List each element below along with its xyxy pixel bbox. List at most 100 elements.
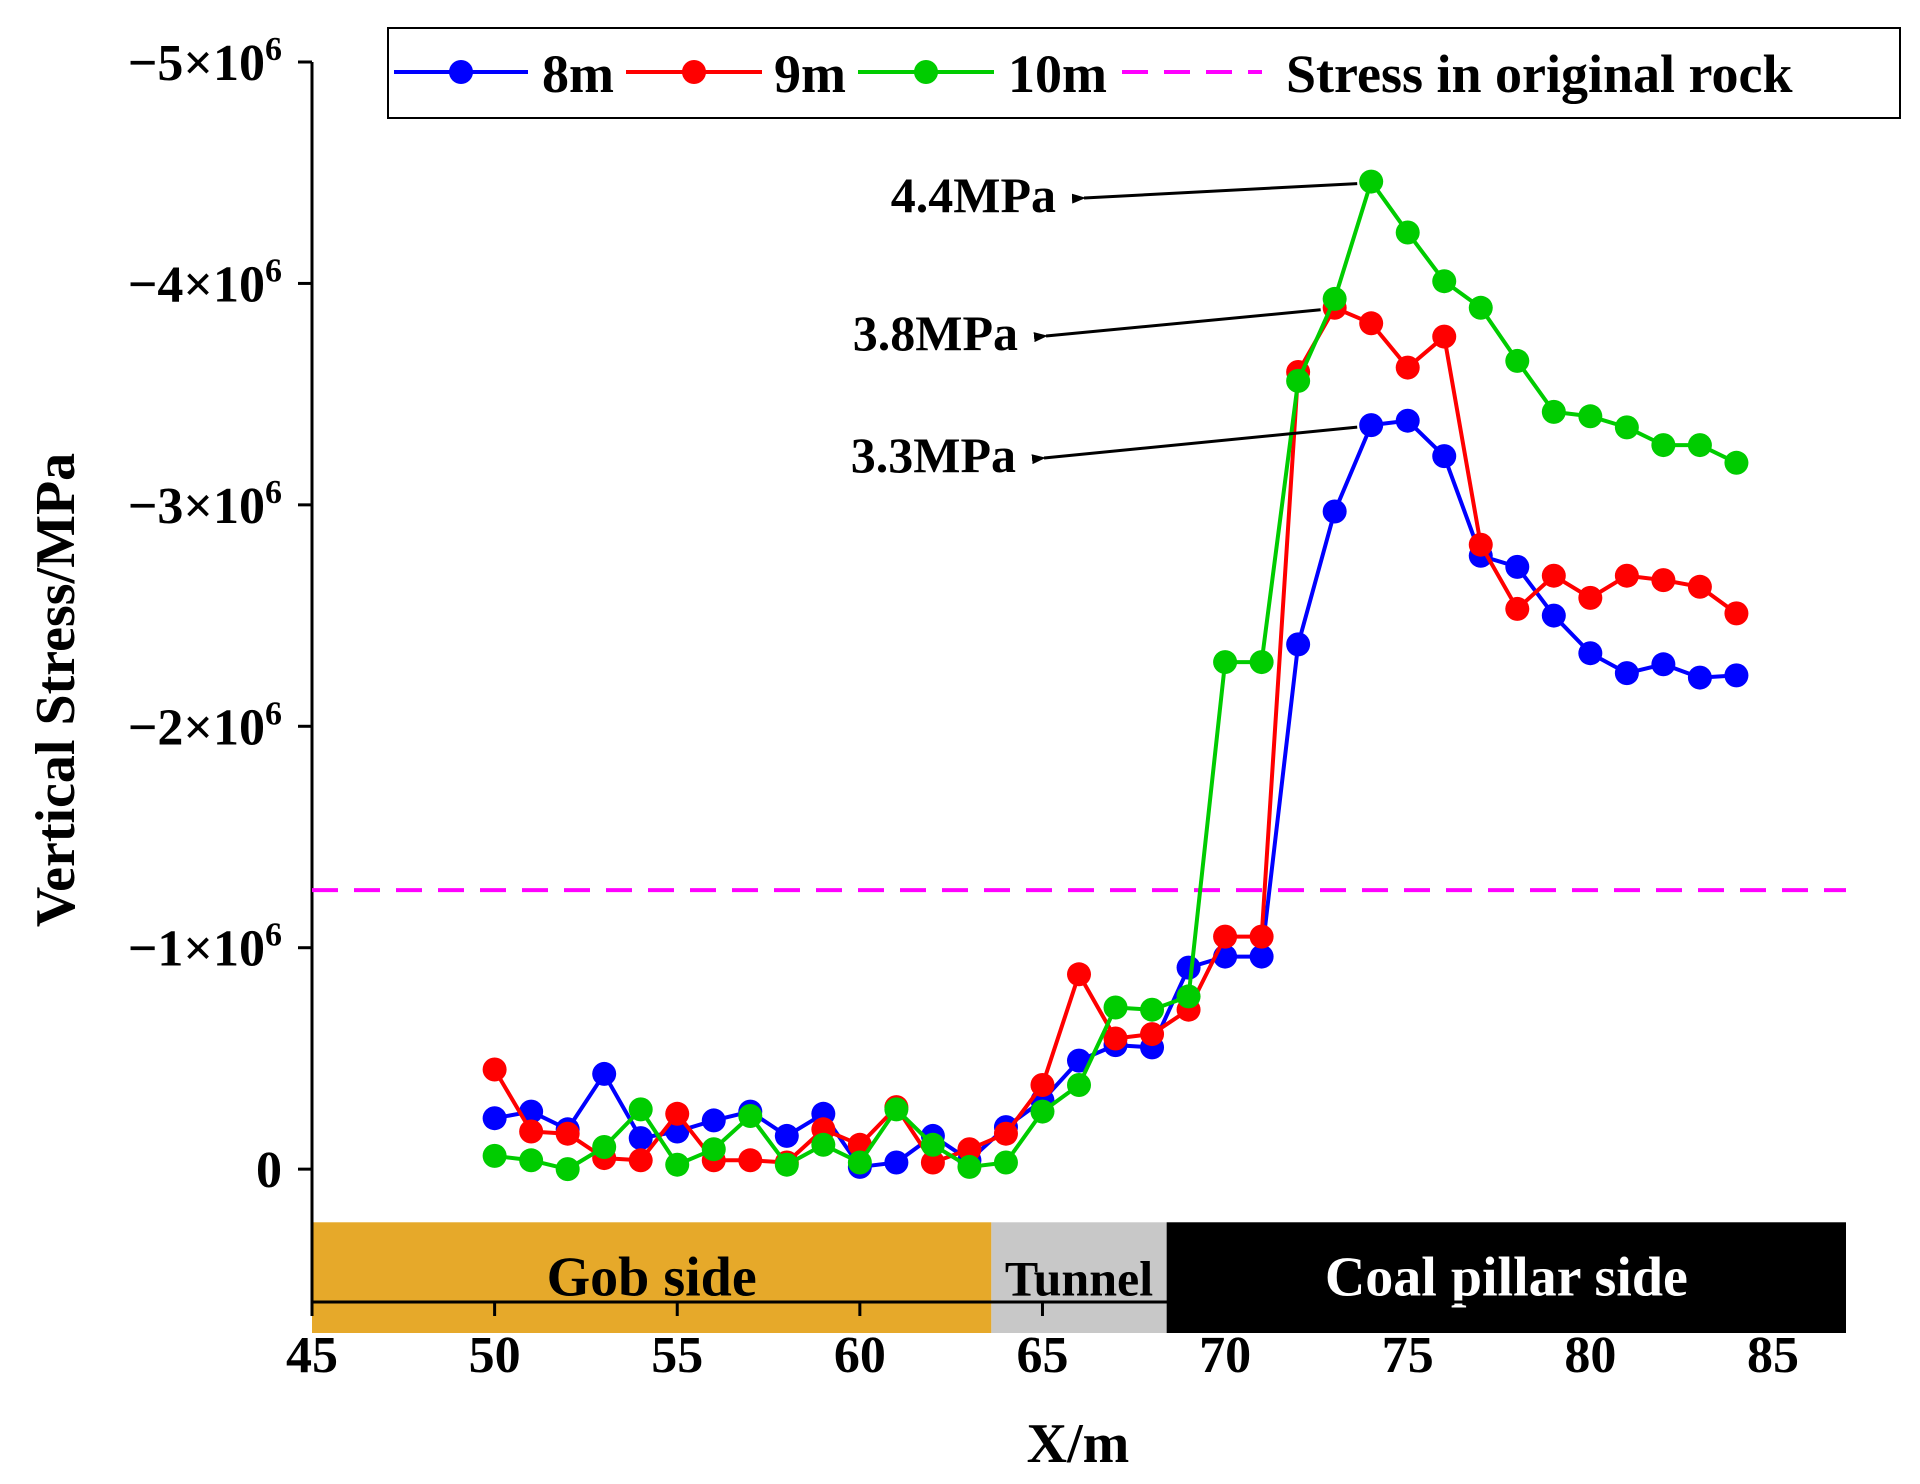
zone-2-band <box>991 1222 1167 1333</box>
data-point-9m <box>519 1119 544 1144</box>
x-tick-label: 60 <box>834 1327 886 1384</box>
y-tick-label: 0 <box>256 1142 282 1199</box>
data-point-10m <box>1322 286 1347 311</box>
data-point-8m <box>1395 408 1420 433</box>
data-point-10m <box>628 1097 653 1122</box>
data-point-10m <box>811 1132 836 1157</box>
series-layer <box>482 169 1749 1182</box>
data-point-8m <box>1578 641 1603 666</box>
data-point-8m <box>1249 944 1274 969</box>
data-point-10m <box>482 1143 507 1168</box>
y-tick-label: −4×106 <box>128 252 282 313</box>
data-point-10m <box>701 1137 726 1162</box>
x-tick-label: 70 <box>1199 1327 1251 1384</box>
data-point-10m <box>1213 650 1238 675</box>
data-point-9m <box>1395 355 1420 380</box>
annotation-layer: 4.4MPa 3.8MPa 3.3MPa <box>851 167 1358 483</box>
y-tick-exponent: 6 <box>265 474 282 511</box>
y-tick-base: 0 <box>256 1142 282 1199</box>
annotation-arrow <box>1033 308 1321 343</box>
data-point-8m <box>1322 499 1347 524</box>
x-tick-label: 55 <box>651 1327 703 1384</box>
data-point-8m <box>1687 665 1712 690</box>
axes: 45 50 55 60 65 70 75 80 85−5×106−4×106−3×106−2×1… <box>128 31 1846 1384</box>
data-point-10m <box>1395 220 1420 245</box>
data-point-10m <box>1578 404 1603 429</box>
data-point-9m <box>1614 563 1639 588</box>
y-tick-base: −4×10 <box>128 256 265 313</box>
data-point-10m <box>993 1150 1018 1175</box>
data-point-10m <box>1067 1073 1091 1097</box>
y-tick-label: −5×106 <box>128 31 282 92</box>
data-point-10m <box>1687 433 1712 458</box>
y-tick-base: −2×10 <box>128 699 265 756</box>
data-point-10m <box>1541 399 1566 424</box>
legend: 8m 9m 10m Stress in original rock <box>387 27 1901 119</box>
y-tick-exponent: 6 <box>265 31 282 68</box>
data-point-8m <box>701 1108 726 1133</box>
data-point-8m <box>1432 444 1457 469</box>
legend-label-reference: Stress in original rock <box>1286 44 1793 104</box>
data-point-10m <box>1505 348 1530 373</box>
x-tick-label: 65 <box>1016 1327 1068 1384</box>
data-point-8m <box>665 1119 690 1144</box>
annotation-arrow <box>1031 425 1358 465</box>
data-point-9m <box>665 1101 690 1126</box>
data-point-10m <box>920 1132 945 1157</box>
legend-marker-10m <box>914 60 938 84</box>
data-point-10m <box>1176 984 1201 1009</box>
data-point-9m <box>555 1121 580 1146</box>
data-point-9m <box>1432 324 1457 349</box>
annotation-label: 4.4MPa <box>891 167 1056 223</box>
data-point-8m <box>482 1106 507 1131</box>
data-point-9m <box>1505 596 1530 621</box>
data-point-9m <box>738 1148 763 1173</box>
data-point-8m <box>1614 661 1639 686</box>
y-axis-title: Vertical Stress/MPa <box>25 453 87 927</box>
data-point-8m <box>1176 955 1201 980</box>
x-tick-label: 50 <box>469 1327 521 1384</box>
x-tick-label: 80 <box>1564 1327 1616 1384</box>
annotation-label: 3.3MPa <box>851 427 1016 483</box>
zone-1-band <box>312 1222 992 1333</box>
data-point-9m <box>993 1121 1018 1146</box>
data-point-10m <box>1103 995 1128 1020</box>
y-tick-label: −2×106 <box>128 695 282 756</box>
y-tick-base: −5×10 <box>128 35 265 92</box>
series-9m <box>482 295 1749 1175</box>
data-point-8m <box>1067 1048 1091 1073</box>
data-point-10m <box>957 1154 982 1179</box>
data-point-9m <box>482 1057 507 1082</box>
legend-label-9m: 9m <box>774 44 846 104</box>
x-tick-label: 45 <box>286 1327 338 1384</box>
series-8m <box>482 408 1749 1179</box>
annotation-arrow <box>1071 182 1358 204</box>
legend-marker-9m <box>682 60 706 84</box>
data-point-8m <box>1541 603 1566 628</box>
zone-3-label: Coal pillar side <box>1325 1247 1688 1309</box>
data-point-10m <box>519 1148 544 1173</box>
data-point-10m <box>1140 997 1165 1022</box>
y-tick-exponent: 6 <box>265 695 282 732</box>
data-point-10m <box>1651 433 1676 458</box>
annotation-label: 3.8MPa <box>853 305 1018 361</box>
x-axis-title: X/m <box>1027 1413 1130 1475</box>
data-point-9m <box>628 1148 653 1173</box>
series-10m <box>482 169 1749 1182</box>
data-point-8m <box>1724 663 1749 688</box>
y-tick-exponent: 6 <box>265 252 282 289</box>
data-point-9m <box>1541 563 1566 588</box>
y-tick-base: −1×10 <box>128 921 265 978</box>
data-point-8m <box>774 1123 799 1148</box>
data-point-8m <box>1651 652 1676 677</box>
data-point-10m <box>1432 269 1457 294</box>
zone-3-band <box>1166 1222 1846 1333</box>
data-point-9m <box>1359 311 1384 336</box>
data-point-10m <box>1249 650 1274 675</box>
y-tick-base: −3×10 <box>128 478 265 535</box>
data-point-10m <box>884 1097 909 1122</box>
zone-2-label: Tunnel <box>1005 1251 1153 1307</box>
y-tick-label: −1×106 <box>128 917 282 978</box>
legend-label-10m: 10m <box>1008 44 1107 104</box>
